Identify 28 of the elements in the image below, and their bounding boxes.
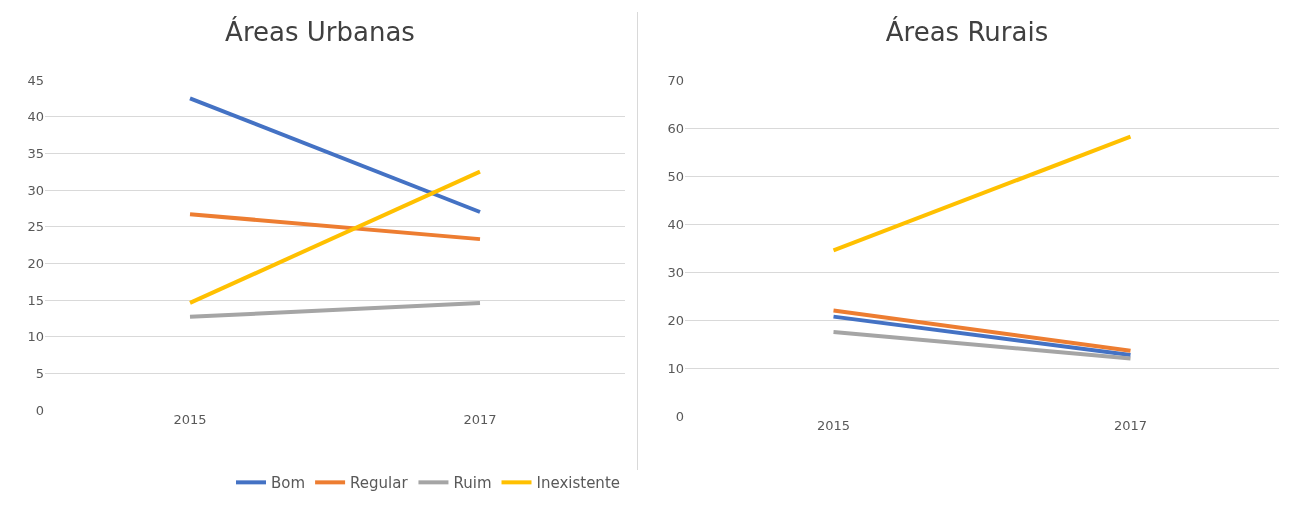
y-tick-label: 50: [667, 168, 684, 184]
legend-label: Regular: [350, 474, 409, 493]
y-tick-label: 0: [675, 408, 684, 424]
y-tick-label: 30: [667, 264, 684, 280]
y-tick-label: 10: [667, 360, 684, 376]
chart-title: Áreas Urbanas: [225, 16, 415, 48]
y-tick-label: 0: [35, 402, 44, 418]
y-tick-label: 60: [667, 120, 684, 136]
y-tick-label: 35: [27, 145, 44, 161]
legend-label: Ruim: [453, 474, 492, 493]
legend-label: Bom: [271, 474, 306, 493]
x-tick-label: 2017: [463, 412, 497, 427]
x-tick-label: 2015: [173, 412, 207, 427]
y-tick-label: 5: [35, 365, 44, 381]
y-tick-label: 20: [667, 312, 684, 328]
y-tick-label: 30: [27, 182, 44, 198]
y-tick-label: 10: [27, 329, 44, 345]
y-tick-label: 45: [27, 72, 44, 88]
x-tick-label: 2017: [1113, 418, 1148, 433]
y-tick-label: 15: [27, 292, 44, 308]
y-tick-label: 40: [27, 109, 44, 125]
y-tick-label: 20: [27, 255, 44, 271]
y-tick-label: 70: [667, 72, 684, 88]
legend-label: Inexistente: [536, 474, 620, 493]
y-tick-label: 40: [667, 216, 684, 232]
x-tick-label: 2015: [816, 418, 851, 433]
y-tick-label: 25: [27, 219, 44, 235]
chart-title: Áreas Rurais: [885, 16, 1049, 48]
